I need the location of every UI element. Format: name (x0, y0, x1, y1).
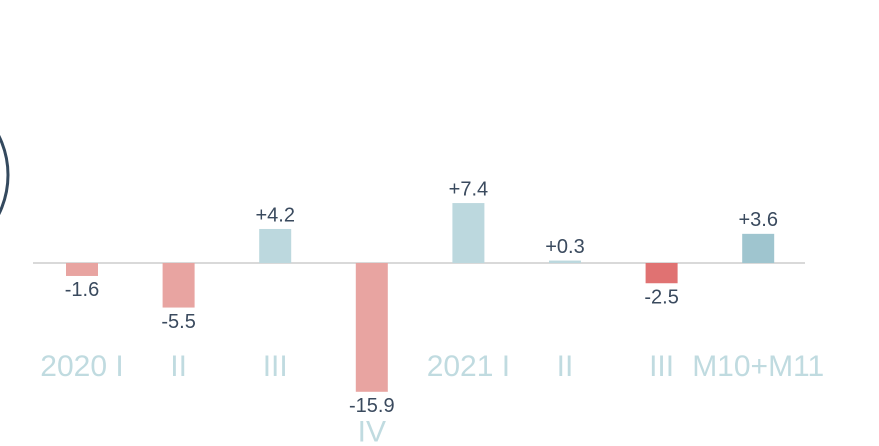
bar (742, 233, 775, 263)
category-label: 2020 I (40, 350, 123, 383)
value-label: +7.4 (449, 178, 488, 200)
bar (259, 228, 292, 263)
category-label: II (557, 350, 574, 383)
category-label: IV (358, 416, 386, 446)
category-label: M10+M11 (692, 350, 824, 383)
value-label: -5.5 (161, 311, 195, 333)
bar (162, 263, 195, 308)
category-label: II (170, 350, 187, 383)
bar (355, 263, 388, 392)
value-label: +0.3 (545, 236, 584, 258)
value-label: +3.6 (738, 209, 777, 231)
value-label: +4.2 (255, 204, 294, 226)
bar (66, 263, 98, 276)
category-label: III (263, 350, 288, 383)
bar (549, 260, 581, 263)
value-label: -2.5 (644, 287, 678, 309)
category-label: 2021 I (427, 350, 510, 383)
bar (645, 263, 678, 284)
value-label: -15.9 (349, 395, 395, 417)
value-label: -1.6 (65, 279, 99, 301)
category-label: III (649, 350, 674, 383)
decor-circle (0, 134, 10, 216)
bar (452, 203, 485, 263)
